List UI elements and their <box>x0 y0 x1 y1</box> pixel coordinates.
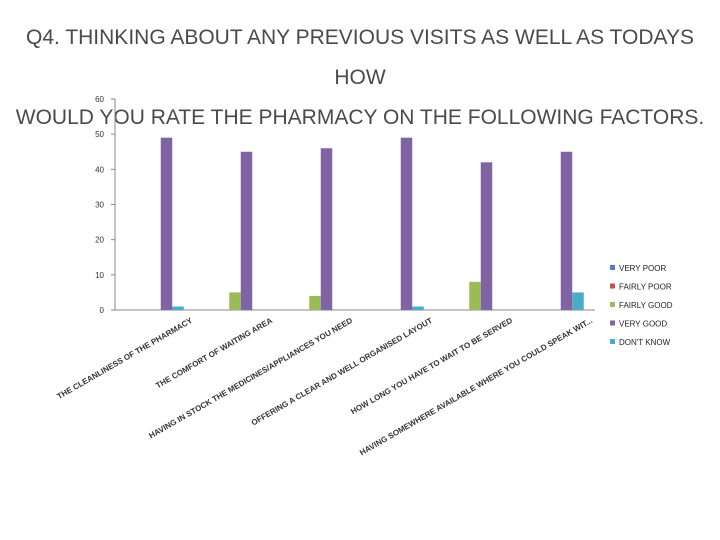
legend-swatch <box>610 302 615 307</box>
y-tick-label: 0 <box>100 306 105 315</box>
bar <box>572 292 584 310</box>
y-tick-label: 20 <box>95 236 104 245</box>
y-tick-label: 10 <box>95 271 104 280</box>
legend-label: FAIRLY POOR <box>619 283 672 292</box>
bar <box>160 137 173 310</box>
x-category-label: HOW LONG YOU HAVE TO WAIT TO BE SERVED <box>349 316 514 416</box>
chart-title-line-1: Q4. THINKING ABOUT ANY PREVIOUS VISITS A… <box>26 26 694 89</box>
bar <box>320 148 333 310</box>
bar <box>309 295 321 310</box>
x-category-label: OFFERING A CLEAR AND WELL ORGANISED LAYO… <box>250 316 434 428</box>
legend-label: VERY GOOD <box>619 320 667 329</box>
bar <box>560 151 573 310</box>
bar <box>400 137 413 310</box>
x-category-label: THE CLEANLINESS OF THE PHARMACY <box>56 316 195 401</box>
legend-swatch <box>610 339 615 344</box>
chart-title-line-2: WOULD YOU RATE THE PHARMACY ON THE FOLLO… <box>15 106 705 129</box>
chart-title: Q4. THINKING ABOUT ANY PREVIOUS VISITS A… <box>0 18 720 138</box>
legend-swatch <box>610 283 615 289</box>
y-tick-label: 40 <box>95 165 104 174</box>
bar <box>229 292 241 310</box>
legend-swatch <box>610 320 615 326</box>
legend-swatch <box>610 265 615 270</box>
bar <box>469 281 481 310</box>
bar <box>240 151 253 310</box>
legend-label: DON'T KNOW <box>619 338 671 347</box>
legend-label: VERY POOR <box>619 264 667 273</box>
legend-label: FAIRLY GOOD <box>619 301 673 310</box>
bar <box>412 306 424 310</box>
y-tick-label: 30 <box>95 201 104 210</box>
bar <box>480 162 493 310</box>
bar <box>172 306 184 310</box>
y-tick-label: 50 <box>95 130 104 139</box>
y-tick-label: 60 <box>95 95 104 104</box>
